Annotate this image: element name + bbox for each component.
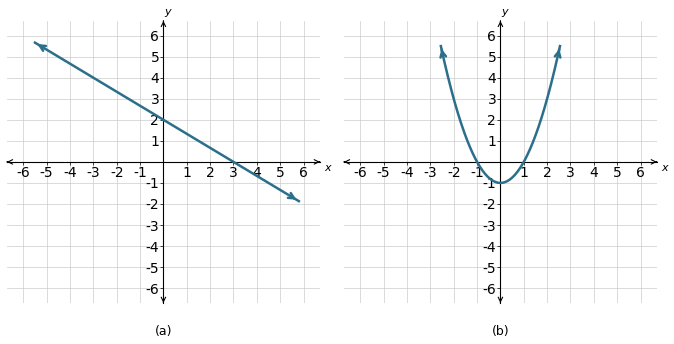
Text: (a): (a)	[154, 325, 172, 338]
Text: x: x	[662, 163, 668, 173]
Text: x: x	[325, 163, 331, 173]
Text: y: y	[164, 7, 171, 17]
Text: (b): (b)	[491, 325, 510, 338]
Text: y: y	[501, 7, 508, 17]
